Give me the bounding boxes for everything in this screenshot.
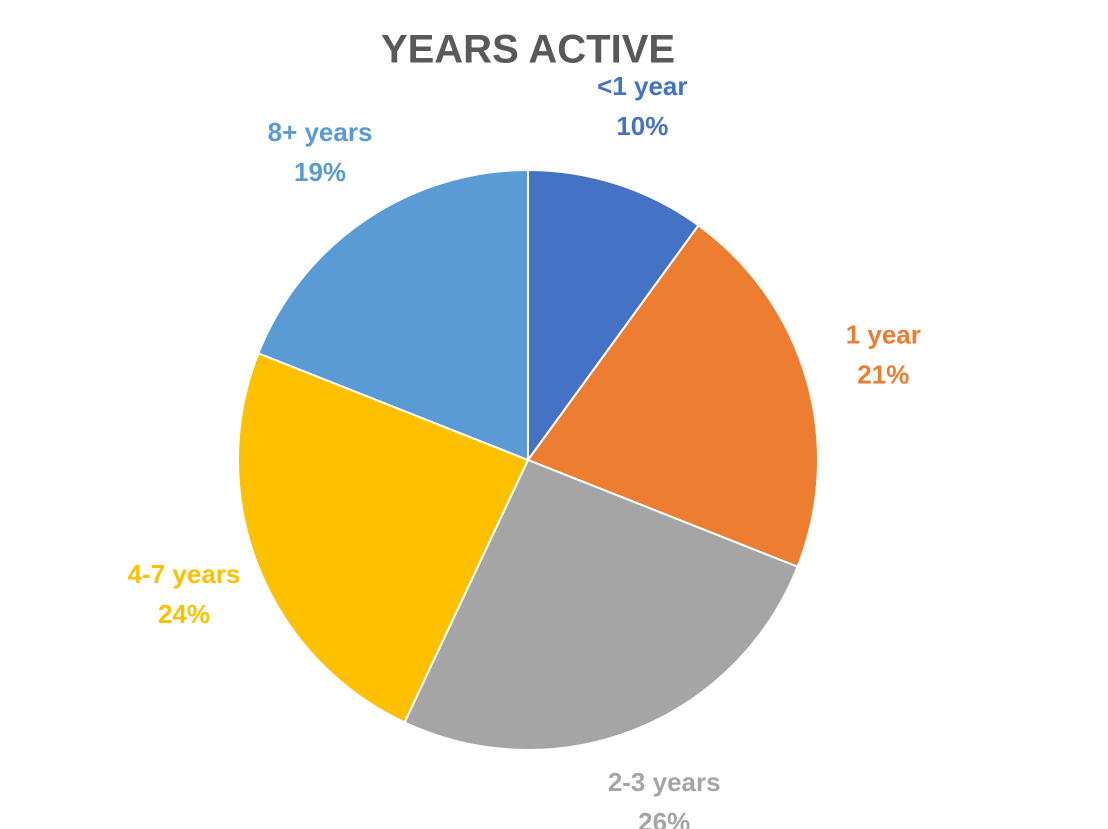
pie-slice	[403, 458, 799, 751]
slice-category-label: 2-3 years	[608, 767, 721, 797]
pie-slice	[526, 223, 819, 569]
slice-category-label: 1 year	[846, 320, 921, 350]
slice-value-label: 19%	[294, 157, 346, 187]
pie-slice	[237, 351, 530, 724]
pie-slice	[527, 168, 700, 464]
slice-value-label: 24%	[158, 599, 210, 629]
slice-value-label: 10%	[616, 111, 668, 141]
slice-category-label: 4-7 years	[128, 559, 241, 589]
slice-category-label: <1 year	[597, 71, 687, 101]
chart-title: YEARS ACTIVE	[381, 28, 675, 72]
slice-value-label: 21%	[857, 360, 909, 390]
pie-slice	[257, 168, 529, 462]
slice-value-label: 26%	[638, 807, 690, 829]
slice-category-label: 8+ years	[268, 117, 373, 147]
